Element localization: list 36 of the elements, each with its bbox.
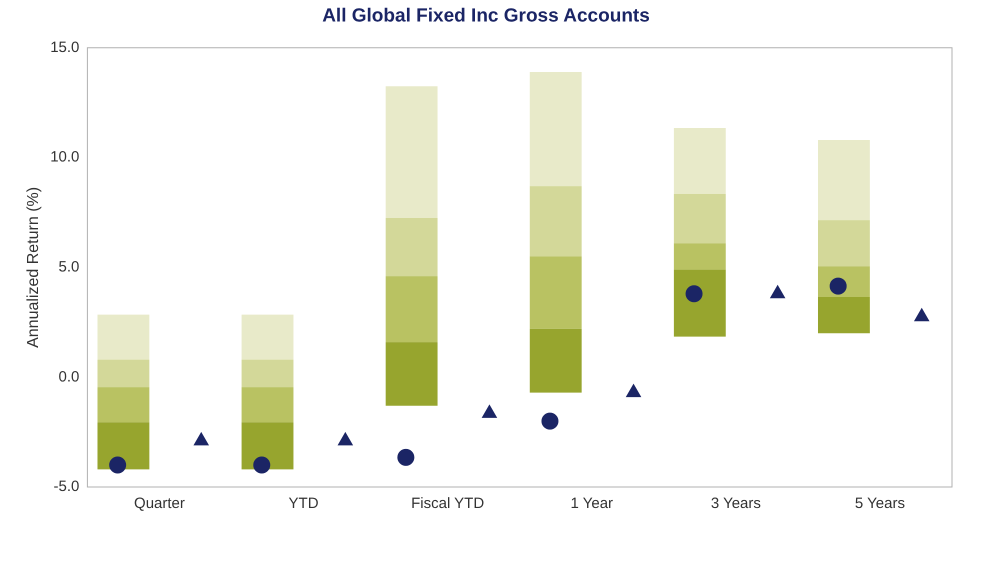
y-tick-label: 0.0 (58, 368, 80, 386)
y-axis-title: Annualized Return (%) (25, 186, 42, 348)
x-tick-label: Fiscal YTD (411, 495, 484, 512)
bar (97, 314, 150, 360)
bar (530, 328, 582, 393)
bar (530, 72, 582, 186)
x-tick-label: 1 Year (570, 495, 614, 512)
bar (386, 276, 438, 342)
y-tick-label: -5.0 (54, 478, 80, 496)
bar (530, 256, 582, 329)
bar (386, 218, 438, 276)
bar (818, 297, 870, 334)
bar (674, 128, 726, 194)
bar (242, 387, 294, 422)
bar (97, 387, 150, 422)
bar (97, 360, 150, 388)
bar (97, 422, 150, 470)
bar (818, 140, 870, 220)
bar (674, 243, 726, 270)
y-tick-label: 5.0 (58, 258, 80, 276)
chart-title: All Global Fixed Inc Gross Accounts (322, 6, 650, 27)
bar (530, 186, 582, 256)
bar (242, 422, 294, 470)
x-tick-label: YTD (288, 495, 319, 512)
bar (386, 342, 438, 406)
y-tick-label: 15.0 (50, 38, 80, 56)
bar (242, 314, 294, 360)
bar (386, 86, 438, 218)
x-tick-label: 5 Years (854, 495, 905, 512)
bar (674, 194, 726, 244)
bar (242, 360, 294, 388)
y-tick-label: 10.0 (50, 148, 80, 166)
x-tick-label: Quarter (134, 495, 185, 512)
bar (674, 270, 726, 337)
bar (818, 220, 870, 266)
x-tick-label: 3 Years (710, 495, 761, 512)
